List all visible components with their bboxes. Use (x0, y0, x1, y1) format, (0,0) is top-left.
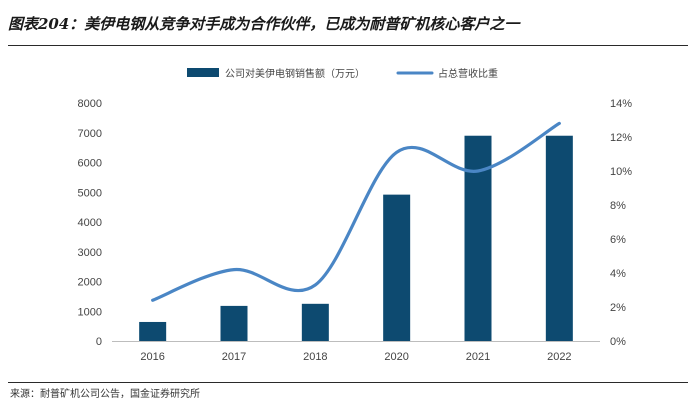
left-tick-label: 1000 (78, 306, 102, 318)
line-path (151, 121, 561, 302)
left-tick-label: 7000 (78, 128, 102, 140)
bar (139, 321, 167, 341)
right-tick-label: 12% (610, 132, 632, 144)
x-tick-label: 2016 (140, 351, 164, 363)
right-tick-label: 0% (610, 336, 626, 348)
legend-swatch-bar (187, 68, 219, 77)
bar (301, 303, 329, 341)
legend: 公司对美伊电钢销售额（万元） 占总营收比重 (187, 67, 498, 80)
x-axis: 2016 2017 2018 2020 2021 2022 (112, 341, 600, 363)
left-tick-label: 3000 (78, 247, 102, 259)
source-note: 来源：耐普矿机公司公告，国金证券研究所 (10, 389, 200, 400)
right-axis: 0% 2% 4% 6% 8% 10% 12% 14% (610, 98, 632, 348)
source-rule (8, 382, 688, 383)
chart-title: 图表204：美伊电钢从竞争对手成为合作伙伴，已成为耐普矿机核心客户之一 (8, 15, 520, 33)
x-tick-label: 2021 (466, 351, 490, 363)
left-tick-label: 5000 (78, 187, 102, 199)
right-tick-label: 4% (610, 268, 626, 280)
bar-series (139, 135, 573, 341)
right-tick-label: 6% (610, 234, 626, 246)
left-axis: 0 1000 2000 3000 4000 5000 6000 7000 8000 (78, 98, 102, 348)
x-tick-label: 2020 (384, 351, 408, 363)
title-rule (8, 45, 688, 46)
bar (220, 305, 248, 341)
right-tick-label: 10% (610, 166, 632, 178)
right-tick-label: 14% (610, 98, 632, 110)
left-tick-label: 6000 (78, 158, 102, 170)
line-series (151, 121, 561, 302)
bar (383, 194, 411, 341)
right-tick-label: 2% (610, 302, 626, 314)
bar (545, 135, 573, 341)
bar (464, 135, 492, 341)
left-tick-label: 4000 (78, 217, 102, 229)
chart-canvas: 公司对美伊电钢销售额（万元） 占总营收比重 0 1000 2000 3000 4000 50… (78, 67, 633, 363)
left-tick-label: 0 (96, 336, 102, 348)
x-tick-label: 2022 (547, 351, 571, 363)
legend-label-line: 占总营收比重 (438, 67, 498, 80)
x-tick-label: 2017 (222, 351, 246, 363)
legend-label-bar: 公司对美伊电钢销售额（万元） (225, 67, 365, 80)
left-tick-label: 2000 (78, 277, 102, 289)
x-tick-label: 2018 (303, 351, 327, 363)
right-tick-label: 8% (610, 200, 626, 212)
left-tick-label: 8000 (78, 98, 102, 110)
